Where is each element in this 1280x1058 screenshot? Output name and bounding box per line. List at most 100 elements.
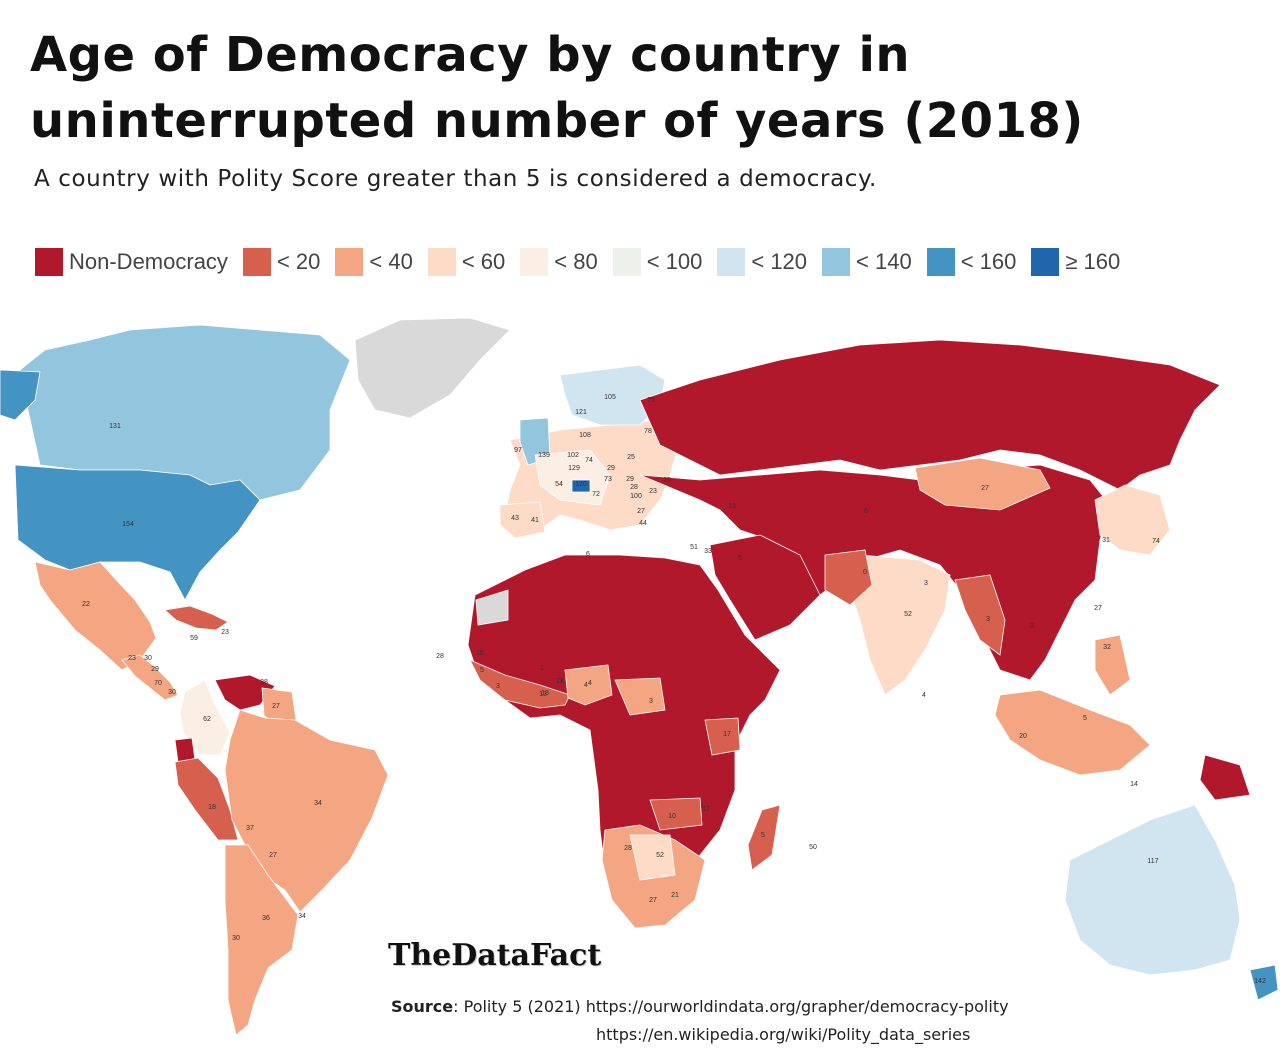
country-label-colombia: 62: [203, 716, 211, 723]
source-line-2: https://en.wikipedia.org/wiki/Polity_dat…: [391, 1021, 1009, 1049]
legend-label: Non-Democracy: [69, 249, 228, 274]
country-label-australia: 117: [1147, 858, 1158, 865]
country-label-guyana: 27: [272, 703, 280, 710]
country-label-ghana: 18: [541, 690, 549, 697]
country-label-zambia: 10: [668, 813, 676, 820]
country-label-timor: 5: [1083, 715, 1087, 722]
legend-item: < 120: [717, 248, 807, 276]
legend-label: < 60: [461, 249, 506, 274]
source-note: Source: Polity 5 (2021) https://ourworld…: [391, 993, 1009, 1049]
country-label-capeverde: 28: [436, 653, 444, 660]
country-label-slovakia: 100: [630, 493, 642, 500]
country-label-cuba: 59: [190, 635, 198, 642]
region-newguinea: [1199, 754, 1251, 801]
country-label-romania: 23: [649, 488, 657, 495]
country-label-norway: 105: [604, 394, 616, 401]
country-label-madagascar: 5: [761, 832, 765, 839]
country-label-liberia: 13: [539, 691, 547, 698]
country-label-argentina: 36: [262, 915, 270, 922]
region-pakistan: [824, 549, 873, 606]
country-label-sweden: 121: [575, 409, 587, 416]
country-label-senegal: 16: [476, 650, 484, 657]
country-label-mongolia: 27: [981, 485, 989, 492]
country-label-newzealand: 142: [1254, 978, 1266, 985]
legend-label: < 100: [646, 249, 703, 274]
region-westsahara: [475, 589, 509, 626]
country-label-dominican: 23: [221, 629, 229, 636]
legend-label: < 160: [960, 249, 1017, 274]
country-label-poland: 25: [627, 454, 635, 461]
region-venezuela: [214, 674, 276, 711]
country-label-elsalvador: 29: [151, 666, 159, 673]
country-label-italy: 72: [592, 491, 600, 498]
legend-label: < 140: [856, 249, 912, 274]
region-sea-dem: [994, 689, 1151, 776]
country-label-indonesia: 14: [1130, 781, 1138, 788]
legend-label: < 20: [276, 249, 321, 274]
legend-item: < 160: [926, 248, 1017, 276]
region-kenya: [704, 717, 741, 756]
region-caribbean: [164, 605, 229, 631]
map-title-line-2: uninterrupted number of years (2018): [30, 93, 1084, 149]
country-label-lesotho: 21: [671, 892, 679, 899]
legend-swatch: [35, 248, 63, 276]
country-label-malaysia: 20: [1019, 733, 1027, 740]
region-india: [849, 554, 951, 696]
source-label: Source: [391, 997, 454, 1016]
country-label-estonia: 78: [644, 428, 652, 435]
country-label-iraq: 5: [738, 555, 742, 562]
region-westafrica-dem: [469, 659, 571, 709]
country-label-finland: 75: [647, 397, 655, 404]
country-label-chile: 30: [232, 935, 240, 942]
legend-swatch: [717, 248, 746, 276]
legend-swatch: [926, 248, 955, 276]
legend-swatch: [335, 248, 364, 276]
legend-item: < 40: [335, 248, 413, 276]
country-label-mauritius: 50: [809, 844, 817, 851]
region-newzealand: [1249, 964, 1279, 1001]
country-label-switzerland: 170: [575, 481, 587, 488]
country-label-benin: 28: [556, 678, 564, 685]
region-zambia: [649, 797, 703, 831]
country-label-armenia: 6: [864, 508, 868, 515]
region-usa: [14, 464, 261, 601]
source-url-2[interactable]: https://en.wikipedia.org/wiki/Polity_dat…: [596, 1025, 971, 1044]
legend-label: ≥ 160: [1065, 249, 1121, 274]
legend-swatch: [242, 248, 271, 276]
region-colombia: [179, 679, 231, 756]
region-car: [614, 677, 666, 716]
legend-swatch: [520, 248, 549, 276]
region-africa-nd: [467, 554, 781, 906]
country-label-peru: 18: [208, 804, 216, 811]
country-label-hungary: 28: [630, 484, 638, 491]
country-label-sierraleone: 3: [496, 683, 500, 690]
country-label-honduras: 30: [144, 655, 152, 662]
region-korea-japan: [1094, 484, 1171, 556]
region-mexico: [34, 561, 157, 671]
map-title-line-1: Age of Democracy by country in: [30, 27, 911, 83]
legend-item: < 140: [822, 248, 912, 276]
country-label-tunisia: 6: [586, 551, 590, 558]
region-iberia: [499, 501, 546, 539]
legend-item: ≥ 160: [1031, 248, 1120, 276]
country-label-bangladesh: 3: [986, 616, 990, 623]
legend-label: < 120: [751, 249, 808, 274]
country-label-myanmar: 3: [1030, 623, 1034, 630]
source-url-1[interactable]: https://ourworldindata.org/grapher/democ…: [585, 997, 1009, 1016]
region-madagascar: [747, 804, 781, 871]
country-label-belgium: 129: [568, 465, 580, 472]
country-label-pakistan: 0: [863, 569, 867, 576]
region-greenland: [354, 317, 511, 419]
country-label-nicaragua: 70: [154, 680, 162, 687]
country-label-southafrica: 27: [649, 897, 657, 904]
country-label-guatemala: 23: [128, 655, 136, 662]
region-botswana: [629, 834, 676, 881]
country-label-ireland: 97: [514, 447, 522, 454]
country-label-srilanka: 4: [922, 692, 926, 699]
legend-swatch: [612, 248, 641, 276]
country-label-nepal: 3: [924, 580, 928, 587]
country-label-portugal: 43: [511, 515, 519, 522]
legend-item: < 20: [242, 248, 321, 276]
region-brazil: [224, 709, 389, 913]
